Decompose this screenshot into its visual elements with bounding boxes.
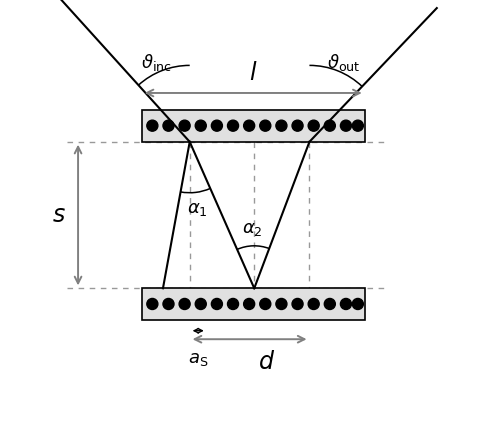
- Circle shape: [340, 120, 351, 131]
- Text: $a_\mathrm{S}$: $a_\mathrm{S}$: [188, 350, 208, 368]
- Circle shape: [244, 120, 254, 131]
- Circle shape: [260, 299, 271, 309]
- Text: $\vartheta_{\mathrm{out}}$: $\vartheta_{\mathrm{out}}$: [328, 53, 361, 73]
- Circle shape: [195, 299, 206, 309]
- Circle shape: [324, 299, 336, 309]
- Circle shape: [260, 120, 271, 131]
- Circle shape: [195, 120, 206, 131]
- Text: $l$: $l$: [249, 61, 258, 85]
- Circle shape: [244, 299, 254, 309]
- Circle shape: [179, 299, 190, 309]
- Circle shape: [308, 299, 319, 309]
- Circle shape: [276, 299, 287, 309]
- Circle shape: [147, 120, 158, 131]
- Circle shape: [212, 299, 222, 309]
- Bar: [142, 288, 364, 320]
- Circle shape: [179, 120, 190, 131]
- Text: $\vartheta_{\mathrm{inc}}$: $\vartheta_{\mathrm{inc}}$: [140, 52, 172, 73]
- Circle shape: [308, 120, 319, 131]
- Circle shape: [163, 120, 174, 131]
- Circle shape: [147, 299, 158, 309]
- Text: $\alpha_1$: $\alpha_1$: [188, 200, 208, 218]
- Circle shape: [352, 120, 364, 131]
- Circle shape: [276, 120, 287, 131]
- Circle shape: [228, 120, 238, 131]
- Bar: [142, 110, 364, 142]
- Circle shape: [340, 299, 351, 309]
- Circle shape: [292, 120, 303, 131]
- Text: $d$: $d$: [258, 350, 275, 374]
- Circle shape: [228, 299, 238, 309]
- Text: $s$: $s$: [52, 203, 66, 227]
- Circle shape: [212, 120, 222, 131]
- Circle shape: [292, 299, 303, 309]
- Circle shape: [163, 299, 174, 309]
- Text: $\alpha_2$: $\alpha_2$: [242, 220, 263, 238]
- Circle shape: [324, 120, 336, 131]
- Circle shape: [352, 299, 364, 309]
